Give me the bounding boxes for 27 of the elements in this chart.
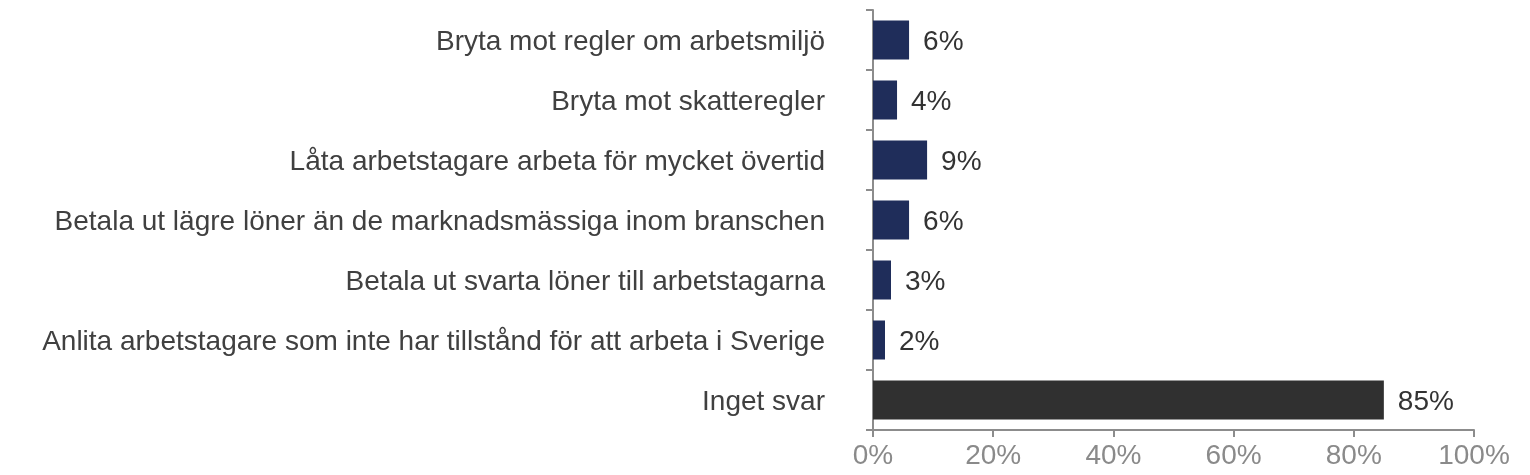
data-label: 9% bbox=[941, 144, 982, 176]
data-label: 6% bbox=[923, 24, 964, 56]
x-tick-label: 40% bbox=[1085, 438, 1142, 470]
y-tick-label: Betala ut lägre löner än de marknadsmässiga inom branschen bbox=[54, 204, 825, 236]
x-tick-label: 100% bbox=[1438, 438, 1510, 470]
bar bbox=[873, 260, 892, 300]
x-tick-label: 80% bbox=[1325, 438, 1382, 470]
bar bbox=[873, 200, 910, 240]
x-tick-label: 0% bbox=[852, 438, 894, 470]
y-tick-label: Bryta mot regler om arbetsmiljö bbox=[435, 24, 825, 56]
bar bbox=[873, 140, 928, 180]
bar bbox=[873, 380, 1384, 420]
y-tick-label: Anlita arbetstagare som inte har tillstånd för att arbeta i Sverige bbox=[42, 324, 825, 356]
x-tick-label: 60% bbox=[1205, 438, 1262, 470]
bar bbox=[873, 320, 886, 360]
y-tick-label: Betala ut svarta löner till arbetstagarna bbox=[345, 264, 826, 296]
data-label: 6% bbox=[923, 204, 964, 236]
data-label: 4% bbox=[911, 84, 952, 116]
bar bbox=[873, 20, 910, 60]
y-tick-label: Bryta mot skatteregler bbox=[551, 84, 825, 116]
data-label: 2% bbox=[899, 324, 940, 356]
y-tick-label: Låta arbetstagare arbeta för mycket övertid bbox=[289, 144, 825, 176]
data-label: 85% bbox=[1397, 384, 1454, 416]
bar bbox=[873, 80, 898, 120]
y-tick-label: Inget svar bbox=[702, 384, 825, 416]
data-label: 3% bbox=[905, 264, 946, 296]
x-tick-label: 20% bbox=[965, 438, 1022, 470]
